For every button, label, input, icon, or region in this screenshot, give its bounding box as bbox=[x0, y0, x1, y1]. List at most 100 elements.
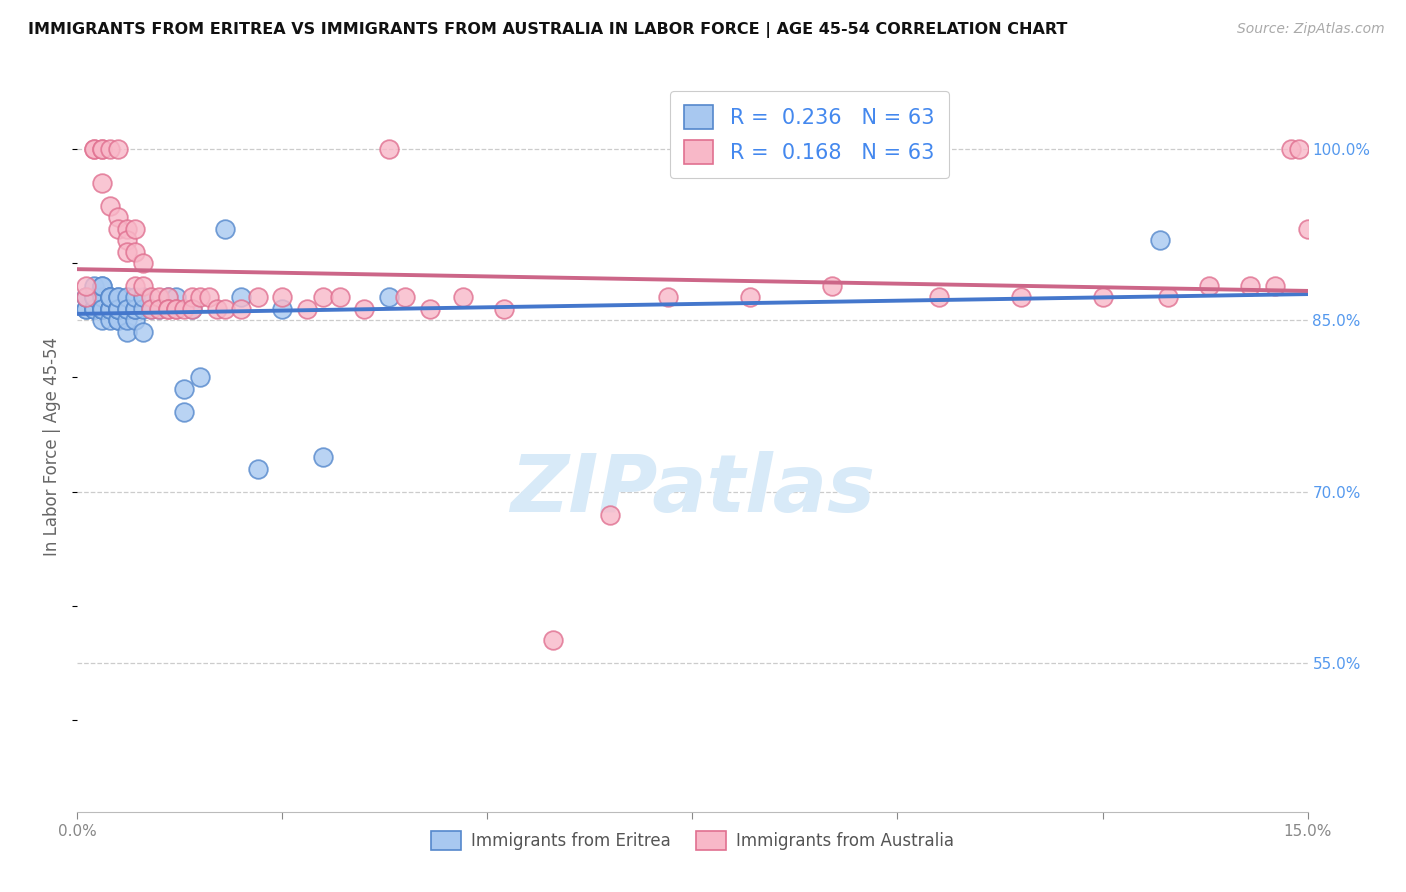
Point bbox=[156, 290, 179, 304]
Point bbox=[107, 301, 129, 316]
Point bbox=[141, 290, 163, 304]
Point bbox=[181, 301, 204, 316]
Point bbox=[132, 279, 155, 293]
Legend: Immigrants from Eritrea, Immigrants from Australia: Immigrants from Eritrea, Immigrants from… bbox=[423, 822, 962, 858]
Point bbox=[107, 301, 129, 316]
Point bbox=[132, 325, 155, 339]
Point bbox=[214, 222, 236, 236]
Point bbox=[271, 301, 294, 316]
Point bbox=[98, 313, 121, 327]
Point bbox=[738, 290, 761, 304]
Point bbox=[156, 301, 179, 316]
Point bbox=[148, 301, 170, 316]
Point bbox=[1279, 142, 1302, 156]
Point bbox=[115, 313, 138, 327]
Point bbox=[378, 142, 401, 156]
Point bbox=[107, 211, 129, 225]
Point bbox=[165, 301, 187, 316]
Point bbox=[173, 301, 195, 316]
Point bbox=[83, 142, 105, 156]
Point bbox=[124, 222, 146, 236]
Point bbox=[124, 301, 146, 316]
Point bbox=[451, 290, 474, 304]
Point bbox=[246, 462, 269, 476]
Point bbox=[197, 290, 219, 304]
Point bbox=[98, 301, 121, 316]
Point bbox=[1264, 279, 1286, 293]
Point bbox=[83, 301, 105, 316]
Point bbox=[98, 290, 121, 304]
Point bbox=[107, 313, 129, 327]
Point bbox=[83, 142, 105, 156]
Point bbox=[115, 301, 138, 316]
Point bbox=[115, 325, 138, 339]
Point bbox=[124, 301, 146, 316]
Point bbox=[107, 290, 129, 304]
Point bbox=[83, 290, 105, 304]
Point bbox=[75, 301, 97, 316]
Point bbox=[90, 301, 114, 316]
Point bbox=[173, 382, 195, 396]
Point bbox=[90, 142, 114, 156]
Text: IMMIGRANTS FROM ERITREA VS IMMIGRANTS FROM AUSTRALIA IN LABOR FORCE | AGE 45-54 : IMMIGRANTS FROM ERITREA VS IMMIGRANTS FR… bbox=[28, 22, 1067, 38]
Point bbox=[181, 290, 204, 304]
Point bbox=[165, 290, 187, 304]
Point bbox=[173, 405, 195, 419]
Point bbox=[188, 370, 212, 384]
Point bbox=[394, 290, 416, 304]
Point bbox=[115, 233, 138, 247]
Point bbox=[1198, 279, 1220, 293]
Point bbox=[98, 290, 121, 304]
Text: ZIPatlas: ZIPatlas bbox=[510, 450, 875, 529]
Point bbox=[83, 290, 105, 304]
Point bbox=[124, 244, 146, 259]
Point bbox=[75, 290, 97, 304]
Y-axis label: In Labor Force | Age 45-54: In Labor Force | Age 45-54 bbox=[44, 336, 62, 556]
Point bbox=[231, 301, 253, 316]
Point bbox=[90, 290, 114, 304]
Point bbox=[156, 301, 179, 316]
Point bbox=[156, 290, 179, 304]
Point bbox=[205, 301, 228, 316]
Point bbox=[98, 142, 121, 156]
Point bbox=[132, 256, 155, 270]
Point bbox=[1296, 222, 1319, 236]
Point bbox=[1091, 290, 1114, 304]
Point bbox=[107, 313, 129, 327]
Point bbox=[141, 301, 163, 316]
Point bbox=[1157, 290, 1180, 304]
Point bbox=[107, 301, 129, 316]
Point bbox=[419, 301, 441, 316]
Point bbox=[132, 301, 155, 316]
Point bbox=[148, 301, 170, 316]
Point bbox=[90, 313, 114, 327]
Point bbox=[188, 290, 212, 304]
Point bbox=[98, 290, 121, 304]
Point bbox=[115, 222, 138, 236]
Point bbox=[124, 313, 146, 327]
Point bbox=[107, 142, 129, 156]
Point bbox=[657, 290, 679, 304]
Text: Source: ZipAtlas.com: Source: ZipAtlas.com bbox=[1237, 22, 1385, 37]
Point bbox=[98, 199, 121, 213]
Point bbox=[821, 279, 844, 293]
Point bbox=[90, 279, 114, 293]
Point bbox=[83, 301, 105, 316]
Point bbox=[599, 508, 621, 522]
Point bbox=[1010, 290, 1032, 304]
Point bbox=[246, 290, 269, 304]
Point bbox=[1239, 279, 1261, 293]
Point bbox=[90, 279, 114, 293]
Point bbox=[75, 290, 97, 304]
Point bbox=[148, 290, 170, 304]
Point bbox=[214, 301, 236, 316]
Point bbox=[90, 142, 114, 156]
Point bbox=[378, 290, 401, 304]
Point bbox=[90, 176, 114, 190]
Point bbox=[90, 301, 114, 316]
Point bbox=[90, 301, 114, 316]
Point bbox=[115, 290, 138, 304]
Point bbox=[181, 301, 204, 316]
Point bbox=[107, 301, 129, 316]
Point bbox=[132, 290, 155, 304]
